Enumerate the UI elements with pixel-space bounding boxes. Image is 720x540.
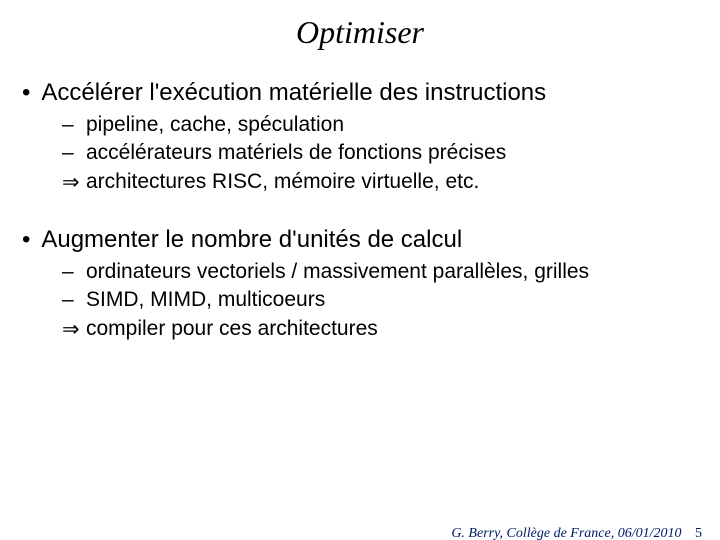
slide: Optimiser • Accélérer l'exécution matéri…: [0, 14, 720, 540]
slide-title: Optimiser: [0, 14, 720, 51]
sub-item-text: architectures RISC, mémoire virtuelle, e…: [86, 168, 479, 196]
page-number: 5: [695, 526, 702, 540]
dash-marker: –: [62, 258, 86, 286]
dash-marker: –: [62, 111, 86, 139]
bullet-1-sublist: – pipeline, cache, spéculation – accélér…: [62, 111, 720, 196]
bullet-2-text: Augmenter le nombre d'unités de calcul: [41, 226, 462, 253]
sub-item-text: compiler pour ces architectures: [86, 315, 378, 343]
sub-item: – SIMD, MIMD, multicoeurs: [62, 286, 720, 314]
footer: G. Berry, Collège de France, 06/01/2010 …: [451, 526, 702, 540]
dash-marker: –: [62, 139, 86, 167]
bullet-1: • Accélérer l'exécution matérielle des i…: [22, 79, 720, 107]
footer-text: G. Berry, Collège de France, 06/01/2010: [451, 526, 681, 540]
sub-item-text: ordinateurs vectoriels / massivement par…: [86, 258, 589, 286]
sub-item: – pipeline, cache, spéculation: [62, 111, 720, 139]
sub-item-text: pipeline, cache, spéculation: [86, 111, 344, 139]
bullet-marker: •: [22, 79, 36, 107]
arrow-icon: ⇒: [62, 168, 86, 196]
sub-item-text: SIMD, MIMD, multicoeurs: [86, 286, 325, 314]
sub-item: ⇒ architectures RISC, mémoire virtuelle,…: [62, 168, 720, 196]
sub-item: ⇒ compiler pour ces architectures: [62, 315, 720, 343]
sub-item-text: accélérateurs matériels de fonctions pré…: [86, 139, 506, 167]
arrow-icon: ⇒: [62, 315, 86, 343]
bullet-1-text: Accélérer l'exécution matérielle des ins…: [41, 79, 546, 106]
bullet-2-sublist: – ordinateurs vectoriels / massivement p…: [62, 258, 720, 343]
sub-item: – ordinateurs vectoriels / massivement p…: [62, 258, 720, 286]
bullet-2: • Augmenter le nombre d'unités de calcul: [22, 226, 720, 254]
dash-marker: –: [62, 286, 86, 314]
bullet-marker: •: [22, 226, 36, 254]
sub-item: – accélérateurs matériels de fonctions p…: [62, 139, 720, 167]
